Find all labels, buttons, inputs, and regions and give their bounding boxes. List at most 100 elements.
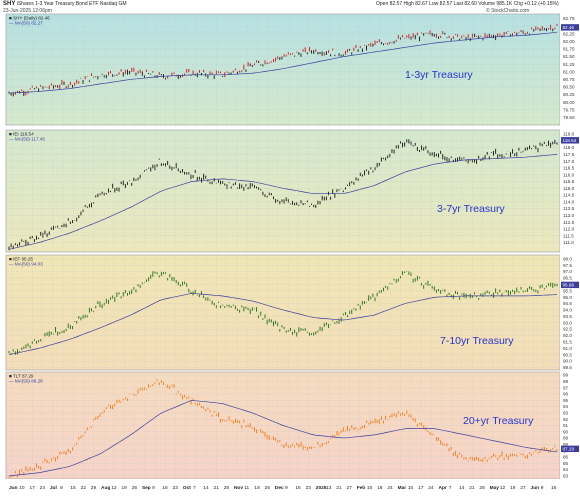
- y-tick-label: 93.0: [563, 320, 572, 325]
- x-tick-label: 9: [541, 485, 544, 491]
- x-tick-label: 14: [459, 485, 465, 491]
- y-tick-label: 113.5: [563, 206, 575, 211]
- x-tick-label: Oct: [183, 485, 191, 491]
- header-title: SHY iShares 1-3 Year Treasury Bond ETF N…: [3, 1, 127, 7]
- y-tick-label: 89.5: [563, 365, 572, 370]
- y-tick-label: 81.50: [563, 54, 575, 59]
- y-tick-label: 96: [563, 392, 569, 397]
- y-tick-label: 116.0: [563, 172, 575, 177]
- legend-ma: — MA(50) 82.27: [9, 21, 43, 26]
- y-tick-label: 88: [563, 442, 569, 447]
- panel-annotation: 20+yr Treasury: [463, 415, 534, 427]
- x-tick-label: 18: [377, 485, 383, 491]
- y-tick-label: 82.25: [563, 31, 575, 36]
- x-tick-label: 16: [162, 485, 168, 491]
- last-value-tag: [561, 445, 579, 453]
- last-value-label: 87.29: [563, 447, 575, 452]
- legend-price: ■ SHY (Daily) 82.46: [9, 16, 50, 21]
- x-tick-label: 10: [19, 485, 25, 491]
- y-tick-label: 84: [563, 467, 569, 472]
- x-tick-label: 21: [336, 485, 342, 491]
- x-tick-label: 10: [408, 485, 414, 491]
- last-value-tag: [561, 24, 579, 31]
- y-tick-label: 81.75: [563, 47, 575, 52]
- legend-ma: — MA(50) 94.03: [9, 262, 43, 267]
- y-tick-label: 80.50: [563, 85, 575, 90]
- y-tick-label: 91.5: [563, 339, 572, 344]
- y-tick-label: 114.5: [563, 193, 575, 198]
- y-tick-label: 114.0: [563, 199, 575, 204]
- x-tick-label: Sep: [142, 485, 151, 491]
- x-tick-label: 13: [326, 485, 332, 491]
- x-tick-label: Jun: [9, 485, 18, 491]
- y-tick-label: 80.00: [563, 100, 575, 105]
- x-tick-label: 2025: [316, 485, 327, 491]
- x-tick-label: 23: [173, 485, 179, 491]
- panel-0: 79.50 79.75 80.00 80.25 80.50 80.75 81.00 81.25…: [5, 13, 580, 126]
- y-tick-label: 98: [563, 379, 569, 384]
- y-tick-label: 79.50: [563, 115, 575, 120]
- y-tick-label: 94.0: [563, 308, 572, 313]
- y-tick-label: 94.5: [563, 301, 572, 306]
- x-tick-label: May: [490, 485, 500, 491]
- panel-background: [5, 13, 561, 126]
- x-tick-label: 18: [254, 485, 260, 491]
- panel-background: [5, 254, 561, 371]
- x-tick-label: 26: [132, 485, 138, 491]
- y-tick-label: 111.0: [563, 240, 574, 245]
- y-tick-label: 86: [563, 455, 569, 460]
- y-tick-label: 81.25: [563, 62, 575, 67]
- x-tick-label: 28: [224, 485, 230, 491]
- x-tick-label: 24: [428, 485, 434, 491]
- ma-line: [8, 154, 558, 250]
- panels-layer: 79.50 79.75 80.00 80.25 80.50 80.75 81.00 81.25…: [5, 13, 580, 480]
- x-tick-label: 28: [479, 485, 485, 491]
- x-tick-label: 12: [500, 485, 506, 491]
- x-tick-label: 9: [285, 485, 288, 491]
- y-tick-label: 117.0: [563, 159, 575, 164]
- y-tick-label: 96.5: [563, 276, 572, 281]
- x-tick-label: 15: [70, 485, 76, 491]
- legend-price: ■ IEF 95.25: [9, 257, 33, 262]
- y-tick-label: 90.0: [563, 359, 572, 364]
- x-tick-label: Jul: [50, 485, 57, 491]
- x-axis: Jun 10 17 24 Jul 8 15 22 29 Aug 12 19 26 Sep 9 16 23 Oct 7…: [6, 14, 560, 493]
- last-value-tag: [561, 137, 579, 144]
- y-tick-label: 94: [563, 404, 569, 409]
- x-tick-label: 21: [469, 485, 475, 491]
- y-tick-label: 119.0: [563, 132, 575, 137]
- x-tick-label: 23: [306, 485, 312, 491]
- price-bars: [8, 379, 558, 478]
- x-tick-label: Nov: [234, 485, 243, 491]
- legend-ma: — MA(50) 117.46: [9, 137, 45, 142]
- y-tick-label: 80.25: [563, 92, 575, 97]
- y-tick-label: 91.0: [563, 346, 572, 351]
- x-tick-label: 9: [152, 485, 155, 491]
- x-tick-label: 19: [510, 485, 516, 491]
- y-tick-label: 85: [563, 461, 569, 466]
- panel-annotation: 1-3yr Treasury: [405, 69, 473, 81]
- x-tick-label: 19: [121, 485, 127, 491]
- x-tick-label: 16: [295, 485, 301, 491]
- y-axis-area: [560, 14, 580, 125]
- x-tick-label: Mar: [398, 485, 407, 491]
- y-tick-label: 116.5: [563, 166, 575, 171]
- legend-price: ■ IEI 116.54: [9, 132, 34, 137]
- legend-ma: — MA(50) 86.28: [9, 379, 43, 384]
- last-value-tag: [561, 281, 579, 289]
- y-tick-label: 90: [563, 429, 569, 434]
- x-tick-label: 12: [111, 485, 117, 491]
- y-tick-label: 99: [563, 373, 569, 378]
- y-tick-label: 92: [563, 417, 569, 422]
- y-tick-label: 112.0: [563, 227, 575, 232]
- x-tick-label: 8: [60, 485, 63, 491]
- legend-price: ■ TLT 87.29: [9, 374, 34, 379]
- x-tick-label: 17: [29, 485, 35, 491]
- y-tick-label: 115.0: [563, 186, 575, 191]
- panel-2: 89.590.0 90.591.0 91.592.092.5 93.093.594.0…: [5, 254, 580, 371]
- x-axis-background: [6, 479, 560, 493]
- y-tick-label: 115.5: [563, 179, 575, 184]
- x-tick-label: Apr: [439, 485, 447, 491]
